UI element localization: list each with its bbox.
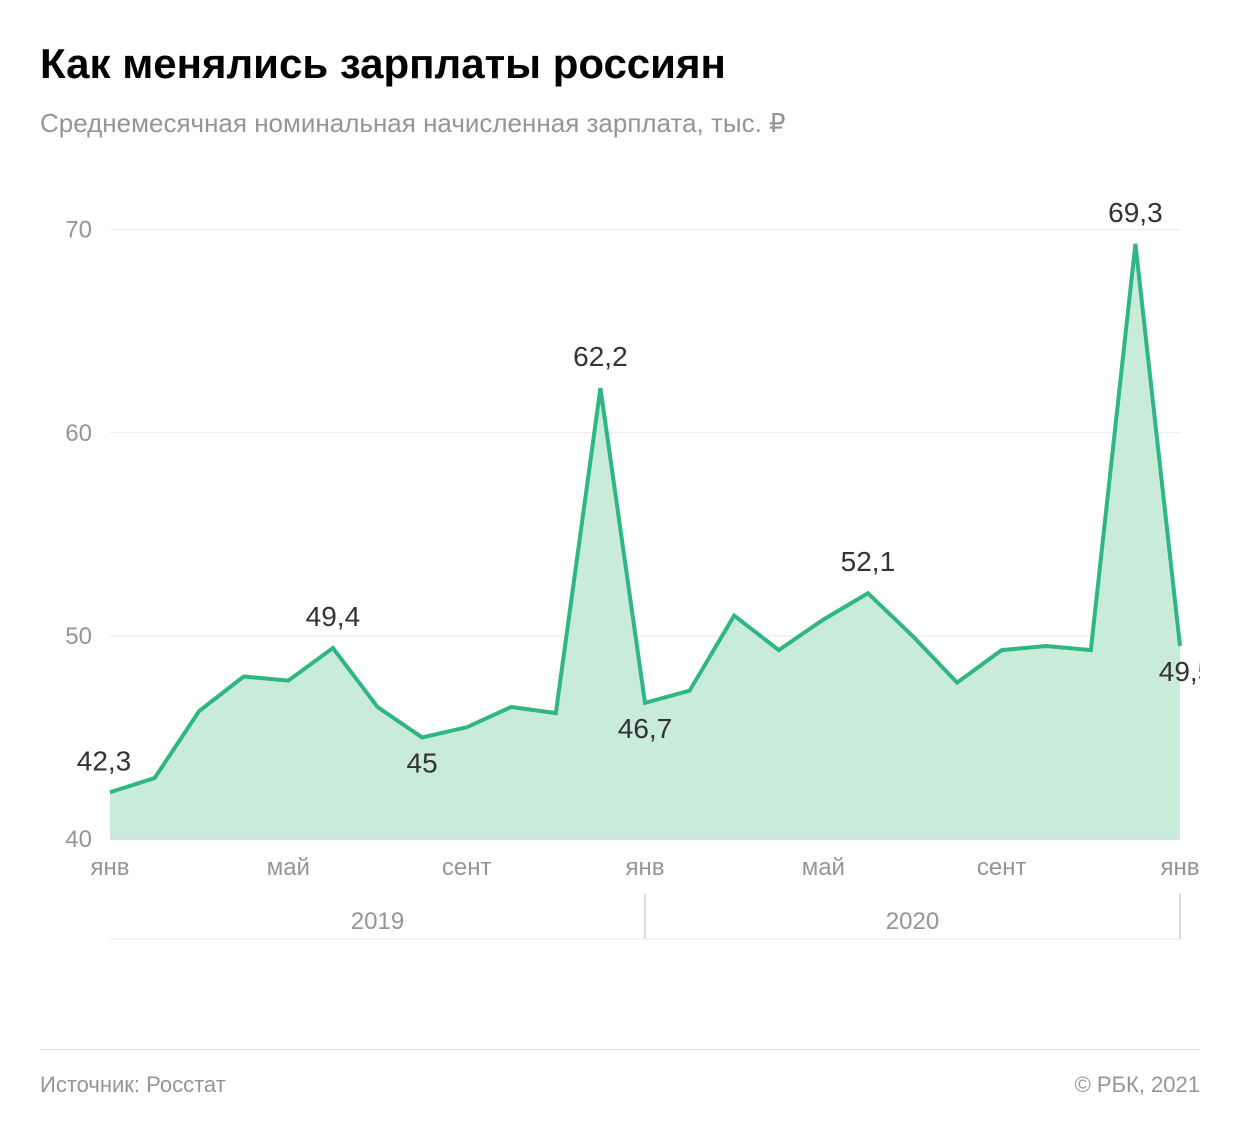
x-tick-label: янв: [1161, 854, 1200, 881]
y-tick-label: 60: [65, 420, 92, 447]
x-tick-label: май: [267, 854, 310, 881]
y-tick-label: 40: [65, 826, 92, 853]
data-point-label: 69,3: [1108, 197, 1163, 228]
y-tick-label: 50: [65, 623, 92, 650]
salary-line-chart: 40 50 60 70 янв май сент янв май сент янв 2019 2020 4…: [40, 169, 1200, 969]
data-point-label: 52,1: [841, 547, 896, 578]
data-point-label: 45: [407, 748, 438, 779]
year-label: 2019: [351, 908, 404, 935]
copyright-label: © РБК, 2021: [1075, 1072, 1200, 1098]
x-tick-label: май: [802, 854, 845, 881]
chart-area: 40 50 60 70 янв май сент янв май сент янв 2019 2020 4…: [40, 169, 1200, 969]
chart-container: Как менялись зарплаты россиян Среднемеся…: [0, 0, 1240, 1128]
data-point-label: 62,2: [573, 341, 628, 372]
data-point-label: 46,7: [618, 713, 673, 744]
chart-footer: Источник: Росстат © РБК, 2021: [40, 1049, 1200, 1098]
data-point-label: 49,4: [306, 601, 361, 632]
data-point-label: 42,3: [77, 746, 132, 777]
source-label: Источник: Росстат: [40, 1072, 226, 1098]
year-label: 2020: [886, 908, 939, 935]
series-area: [110, 244, 1180, 839]
y-tick-label: 70: [65, 217, 92, 244]
x-tick-label: янв: [91, 854, 130, 881]
chart-title: Как менялись зарплаты россиян: [40, 40, 1200, 88]
chart-subtitle: Среднемесячная номинальная начисленная з…: [40, 108, 1200, 139]
x-tick-label: сент: [977, 854, 1027, 881]
x-tick-label: сент: [442, 854, 492, 881]
x-tick-label: янв: [626, 854, 665, 881]
data-point-label: 49,5: [1159, 656, 1200, 687]
